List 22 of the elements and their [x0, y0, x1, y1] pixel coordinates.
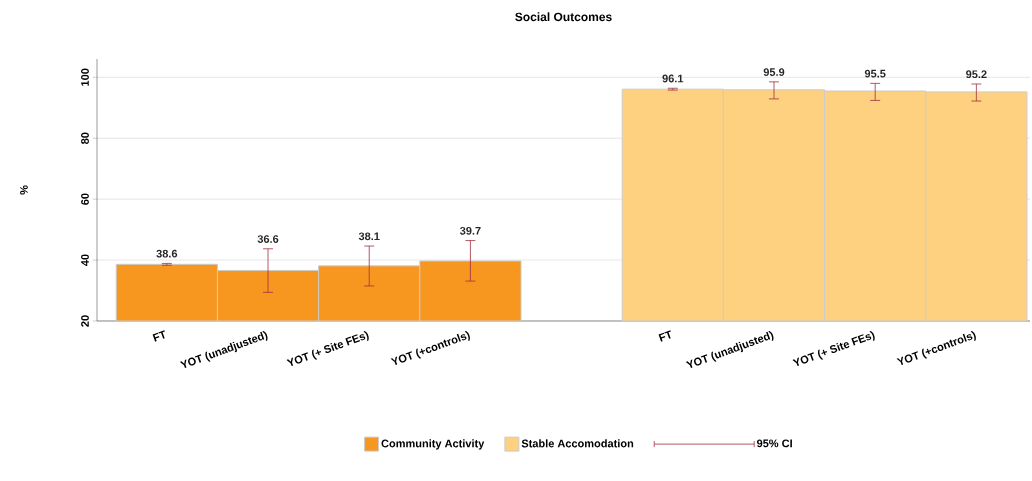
- y-axis-title: %: [20, 185, 28, 195]
- x-tick-label: YOT (+ Site FEs): [792, 330, 875, 367]
- data-label: 95.9: [763, 68, 785, 76]
- y-tick-label: 40: [81, 254, 89, 267]
- text: 95% CI: [756, 439, 792, 448]
- legend-label: Community Activity: [381, 439, 485, 450]
- y-tick-label: 20: [81, 315, 89, 327]
- y-tick-label: 80: [81, 132, 89, 144]
- x-tick-label: FT: [152, 330, 165, 342]
- y-tick-label: 60: [81, 193, 89, 205]
- data-label: 38.1: [358, 232, 380, 241]
- x-tick-label: YOT (+ Site FEs): [286, 330, 369, 367]
- legend-label: Stable Accomodation: [521, 439, 634, 448]
- data-label: 96.1: [662, 74, 684, 83]
- data-label: 38.6: [156, 249, 178, 258]
- data-label: 95.5: [864, 69, 886, 78]
- chart-title: Social Outcomes: [515, 12, 612, 22]
- data-label: 95.2: [966, 70, 987, 79]
- data-label: 36.6: [257, 235, 279, 243]
- x-tick-label: FT: [658, 330, 671, 342]
- data-label: 39.7: [459, 226, 481, 235]
- y-tick-label: 100: [81, 68, 89, 86]
